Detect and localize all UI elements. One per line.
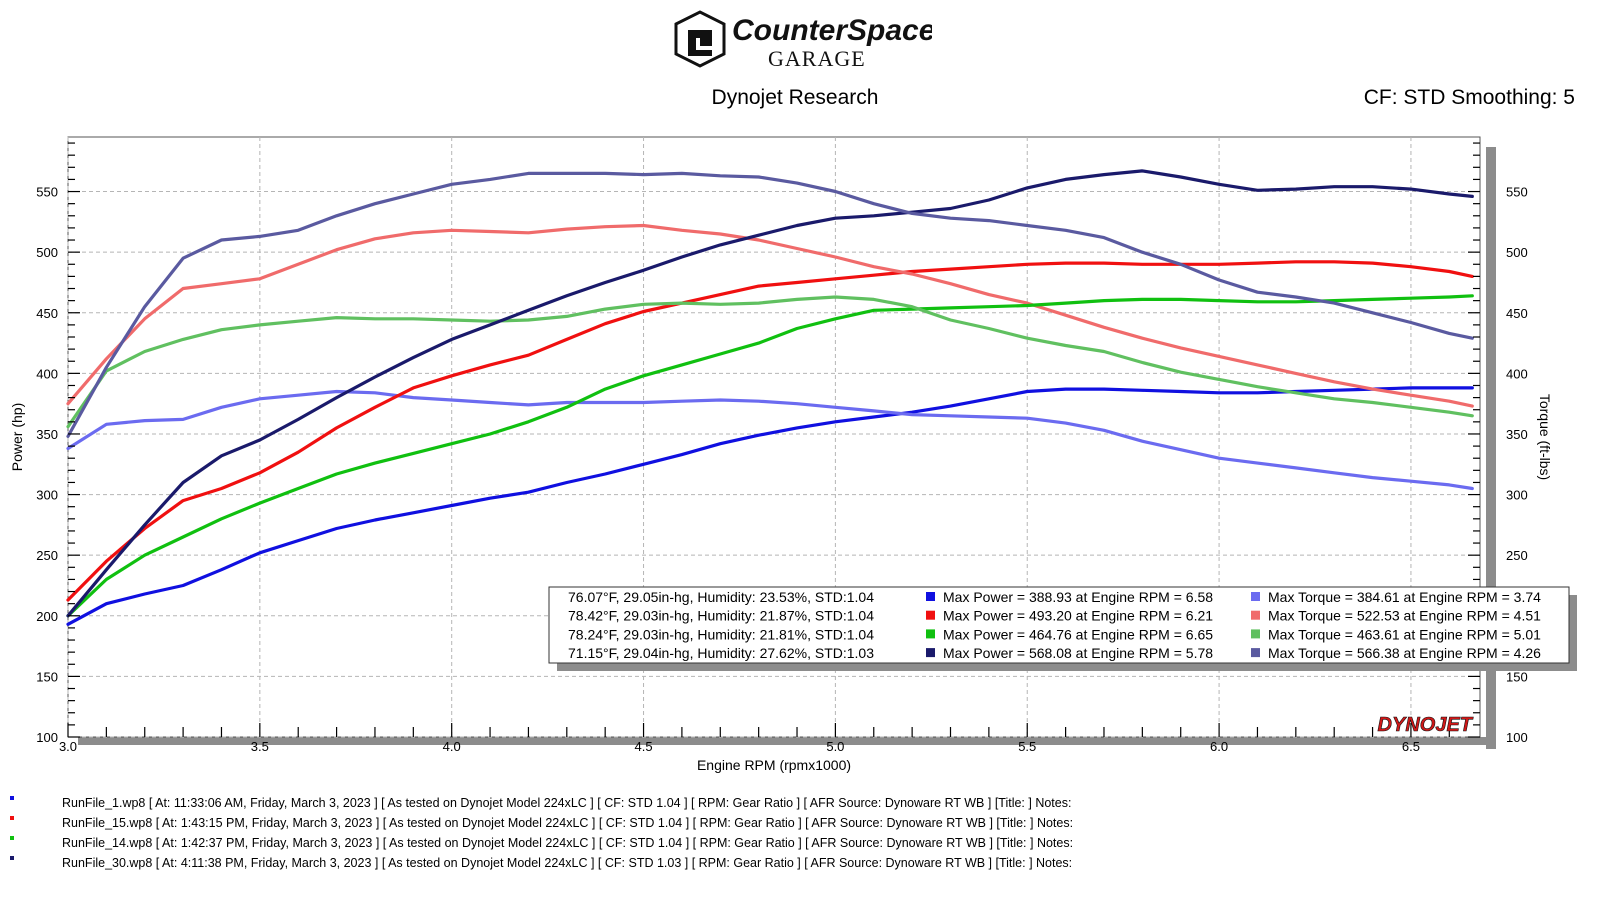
y-tick-label: 100 — [36, 730, 58, 745]
x-tick-label: 5.0 — [826, 739, 844, 754]
axes: 3.0 3.5 4.0 4.5 5.0 5.5 6.0 6.5 100 100 150 150 200 2… — [36, 142, 1528, 754]
logo-text-primary: CounterSpace — [732, 14, 932, 47]
legend-swatch-torque — [1251, 592, 1260, 601]
legend-max-power: Max Power = 493.20 at Engine RPM = 6.21 — [943, 608, 1213, 624]
legend-swatch-torque — [1251, 610, 1260, 620]
run-file-entry: RunFile_14.wp8 [ At: 1:42:37 PM, Friday,… — [62, 836, 1074, 850]
legend-swatch-power — [926, 610, 935, 620]
run-file-entry: RunFile_15.wp8 [ At: 1:43:15 PM, Friday,… — [62, 816, 1074, 830]
legend-swatch-torque — [1251, 648, 1260, 658]
legend-max-torque: Max Torque = 522.53 at Engine RPM = 4.51 — [1268, 608, 1541, 624]
y-tick-label: 400 — [36, 366, 58, 381]
x-tick-label: 4.0 — [443, 739, 461, 754]
y-axis-label: Power (hp) — [9, 403, 25, 471]
dynojet-watermark: DYNOJET — [1378, 714, 1474, 736]
x-tick-label: 4.5 — [635, 739, 653, 754]
plot-shadow-bottom — [78, 737, 1496, 745]
run-file-entry: RunFile_1.wp8 [ At: 11:33:06 AM, Friday,… — [62, 796, 1072, 810]
y-tick-label: 200 — [36, 609, 58, 624]
legend-max-torque: Max Torque = 566.38 at Engine RPM = 4.26 — [1268, 645, 1541, 661]
legend-max-torque: Max Torque = 463.61 at Engine RPM = 5.01 — [1268, 626, 1541, 642]
legend-conditions: 78.42°F, 29.03in-hg, Humidity: 21.87%, S… — [568, 608, 874, 624]
plot-shadow-right — [1486, 147, 1496, 749]
plot-shadow — [78, 147, 1496, 749]
run-file-entry: RunFile_30.wp8 [ At: 4:11:38 PM, Friday,… — [62, 856, 1073, 870]
y2-tick-label: 350 — [1506, 427, 1528, 442]
series-line-run30_power — [66, 169, 1474, 618]
legend-conditions: 78.24°F, 29.03in-hg, Humidity: 21.81%, S… — [568, 626, 874, 642]
y-tick-label: 550 — [36, 185, 58, 200]
dyno-chart: 3.0 3.5 4.0 4.5 5.0 5.5 6.0 6.5 100 100 150 150 200 2… — [9, 136, 1577, 773]
y2-tick-label: 500 — [1506, 245, 1528, 260]
cf-smoothing-info: CF: STD Smoothing: 5 — [1363, 86, 1575, 109]
legend-max-power: Max Power = 388.93 at Engine RPM = 6.58 — [943, 589, 1213, 605]
y-tick-label: 300 — [36, 488, 58, 503]
x-tick-label: 5.5 — [1018, 739, 1036, 754]
y2-tick-label: 250 — [1506, 548, 1528, 563]
x-axis-label: Engine RPM (rpmx1000) — [697, 757, 851, 773]
legend-conditions: 71.15°F, 29.04in-hg, Humidity: 27.62%, S… — [568, 645, 874, 661]
series-line-run14_power — [66, 294, 1474, 618]
legend: 76.07°F, 29.05in-hg, Humidity: 23.53%, S… — [548, 586, 1577, 671]
run-color-marker — [10, 816, 14, 820]
y2-axis-label: Torque (ft-lbs) — [1537, 394, 1553, 480]
legend-box — [548, 586, 1570, 664]
series-line-run15_torque — [66, 223, 1474, 408]
y-tick-label: 150 — [36, 669, 58, 684]
series-group — [66, 169, 1474, 626]
y-tick-label: 450 — [36, 306, 58, 321]
legend-swatch-power — [926, 648, 935, 658]
series-line-run1_power — [66, 386, 1474, 626]
countersapce-garage-logo: CounterSpace GARAGE — [672, 10, 935, 76]
series-line-run1_torque — [66, 389, 1474, 491]
x-tick-label: 3.0 — [59, 739, 77, 754]
run-color-marker — [10, 836, 14, 840]
y2-tick-label: 450 — [1506, 306, 1528, 321]
y2-tick-label: 400 — [1506, 366, 1528, 381]
y2-tick-label: 550 — [1506, 185, 1528, 200]
x-tick-label: 3.5 — [251, 739, 269, 754]
chart-subtitle: Dynojet Research — [711, 86, 879, 109]
logo-mark: CounterSpace GARAGE — [674, 10, 935, 71]
y-tick-label: 350 — [36, 427, 58, 442]
x-tick-label: 6.5 — [1402, 739, 1420, 754]
series-line-run15_power — [66, 260, 1474, 602]
run-color-marker — [10, 856, 14, 860]
x-tick-label: 6.0 — [1210, 739, 1228, 754]
legend-max-power: Max Power = 568.08 at Engine RPM = 5.78 — [943, 645, 1213, 661]
legend-swatch-power — [926, 629, 935, 639]
y2-tick-label: 300 — [1506, 488, 1528, 503]
series-line-run14_torque — [66, 295, 1474, 429]
y2-tick-label: 150 — [1506, 669, 1528, 684]
legend-swatch-power — [926, 592, 935, 601]
legend-max-torque: Max Torque = 384.61 at Engine RPM = 3.74 — [1268, 589, 1541, 605]
y-tick-label: 500 — [36, 245, 58, 260]
series-line-run30_torque — [66, 171, 1474, 438]
legend-max-power: Max Power = 464.76 at Engine RPM = 6.65 — [943, 626, 1213, 642]
logo-text-secondary: GARAGE — [768, 46, 866, 71]
legend-swatch-torque — [1251, 629, 1260, 639]
legend-conditions: 76.07°F, 29.05in-hg, Humidity: 23.53%, S… — [568, 589, 874, 605]
y-tick-label: 250 — [36, 548, 58, 563]
y2-tick-label: 100 — [1506, 730, 1528, 745]
run-color-marker — [10, 796, 14, 800]
